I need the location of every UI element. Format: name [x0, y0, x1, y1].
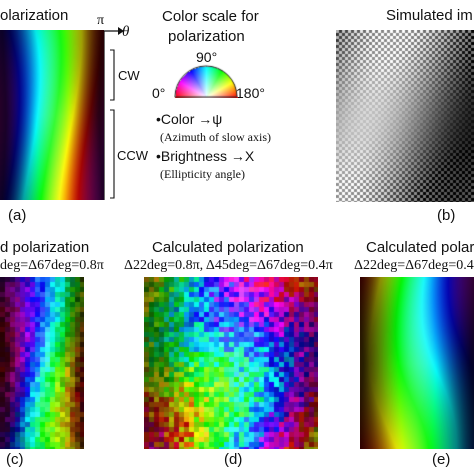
color-scale-0-deg: 0° — [152, 85, 166, 101]
panel-d-formula: Δ22deg=0.8π, Δ45deg=Δ67deg=0.4π — [124, 258, 333, 273]
panel-c-title: d polarization — [0, 239, 90, 256]
panel-b-simulated-image — [336, 30, 474, 202]
panel-a-axes — [100, 27, 124, 200]
panel-e-polarization-map — [360, 277, 474, 449]
theta-axis-pi-label: π — [97, 13, 105, 28]
panel-c-formula: deg=Δ67deg=0.8π — [0, 258, 104, 273]
color-scale-90-deg: 90° — [196, 49, 218, 65]
panel-d-polarization-map — [144, 277, 318, 449]
bullet-color-psi: •Color →ψ — [156, 111, 223, 127]
color-scale-heading-line1: Color scale for — [162, 8, 259, 25]
panel-b-title: Simulated im — [386, 7, 473, 24]
ccw-label: CCW — [117, 148, 149, 163]
panel-a-polarization-map — [0, 30, 104, 200]
panel-a-label: (a) — [8, 207, 27, 224]
panel-a-title: olarization — [0, 7, 69, 24]
panel-e-formula: Δ22deg=Δ67deg=0.4π, — [354, 258, 474, 273]
bullet-color-subtext: (Azimuth of slow axis) — [160, 130, 271, 144]
panel-d-title: Calculated polarization — [152, 239, 304, 256]
theta-axis-label: θ — [122, 24, 130, 40]
panel-e-label: (e) — [432, 451, 451, 468]
panel-c-polarization-map — [0, 277, 84, 449]
bullet-brightness-subtext: (Ellipticity angle) — [160, 167, 245, 181]
color-scale-180-deg: 180° — [236, 85, 265, 101]
cw-label: CW — [118, 68, 140, 83]
panel-b-label: (b) — [437, 207, 456, 224]
panel-e-title: Calculated polar — [366, 239, 474, 256]
color-scale-heading-line2: polarization — [168, 28, 245, 45]
panel-c-label: (c) — [6, 451, 24, 468]
color-scale-semicircle — [174, 64, 238, 98]
bullet-brightness-x: •Brightness →X — [156, 148, 255, 164]
panel-d-label: (d) — [224, 451, 243, 468]
